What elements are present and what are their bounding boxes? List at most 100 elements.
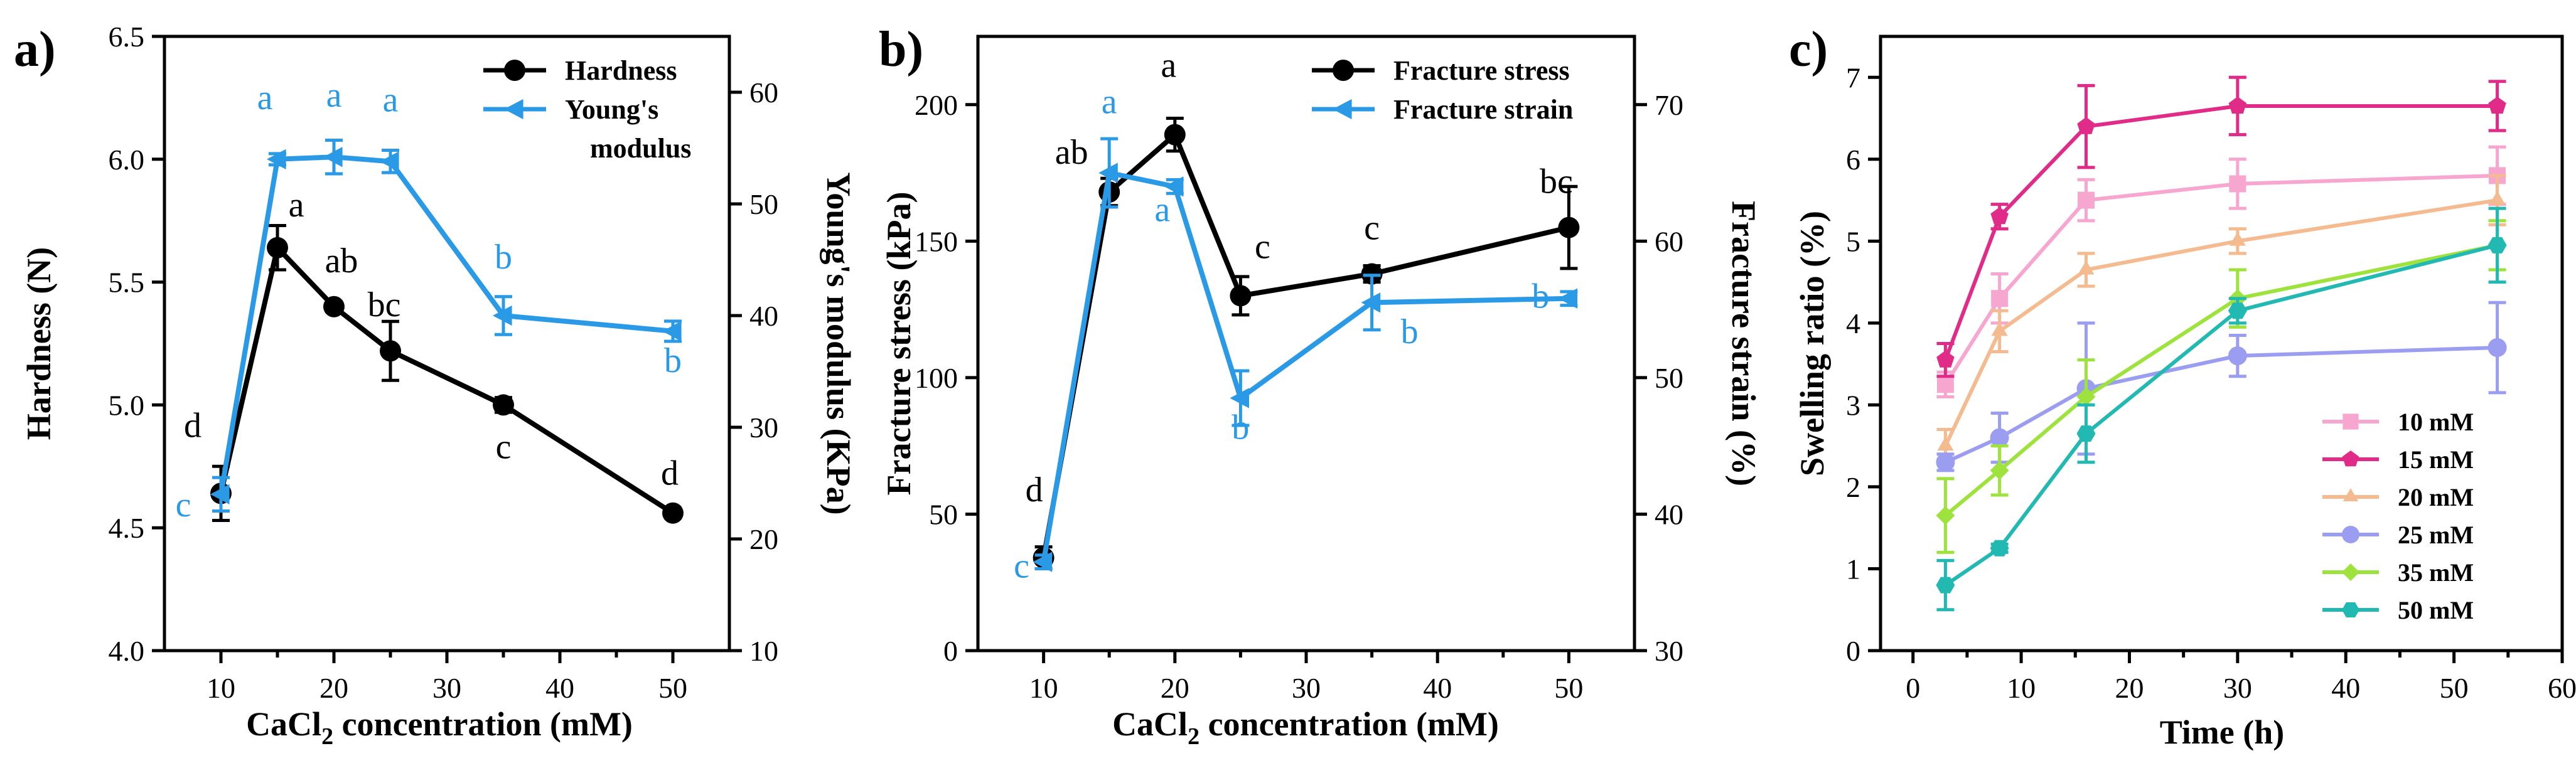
- significance-letter: d: [184, 406, 201, 445]
- significance-letter: a: [326, 76, 342, 115]
- y-tick-label: 2: [1846, 471, 1860, 503]
- significance-letter: b: [1532, 277, 1549, 316]
- x-tick-label: 20: [1161, 672, 1189, 704]
- y-tick-label: 6.0: [109, 144, 145, 176]
- y2-tick-label: 50: [1655, 362, 1683, 394]
- data-point: [380, 151, 399, 172]
- legend-label: 25 mM: [2398, 521, 2474, 549]
- data-point: [2228, 97, 2247, 114]
- significance-letter: c: [1255, 227, 1270, 266]
- data-point: [2228, 346, 2247, 366]
- y-tick-label: 6: [1846, 144, 1860, 176]
- y2-tick-label: 40: [749, 300, 778, 332]
- legend-label: Fracture stress: [1393, 55, 1570, 86]
- y-tick-label: 0: [943, 635, 958, 667]
- legend-marker: [2342, 526, 2359, 543]
- series-line: [1041, 169, 1569, 563]
- significance-letter: d: [1026, 471, 1043, 509]
- data-point: [662, 321, 682, 342]
- y2-tick-label: 20: [749, 523, 778, 555]
- panel-label: b): [879, 22, 923, 77]
- x-tick-label: 40: [545, 672, 574, 704]
- significance-letter: a: [1154, 190, 1170, 229]
- data-point: [1164, 176, 1184, 197]
- data-point: [1558, 288, 1577, 309]
- data-point: [2487, 338, 2507, 358]
- y-tick-label: 1: [1846, 553, 1860, 585]
- significance-letter: bc: [368, 285, 401, 324]
- legend-label: 20 mM: [2398, 483, 2474, 511]
- y-tick-label: 7: [1846, 61, 1860, 93]
- data-point: [2076, 387, 2096, 407]
- data-point: [2488, 97, 2506, 114]
- y2-tick-label: 30: [749, 412, 778, 444]
- y2-tick-label: 60: [1655, 225, 1683, 257]
- data-point: [2228, 302, 2247, 319]
- x-tick-label: 40: [2331, 672, 2360, 704]
- data-point: [662, 502, 684, 524]
- data-point: [1033, 552, 1053, 572]
- data-point: [2078, 260, 2095, 275]
- series-line: [1944, 243, 2498, 517]
- data-point: [1991, 321, 2008, 336]
- legend-marker: [2342, 602, 2359, 618]
- y-tick-label: 150: [915, 225, 958, 257]
- y-tick-label: 4.0: [109, 635, 145, 667]
- data-point: [323, 147, 343, 168]
- chart-panel-1: a) 10 20 30 40 50 4.0 4.5 5.0 5.5 6.0 6.5 10 20 30 40 50…: [14, 21, 857, 750]
- significance-letter: ab: [325, 242, 358, 280]
- y-tick-label: 200: [915, 89, 958, 121]
- legend-marker: [1333, 60, 1354, 81]
- data-point: [2229, 175, 2246, 193]
- data-point: [493, 394, 514, 416]
- series-50-mm: [1936, 206, 2507, 612]
- series-line: [1943, 173, 2498, 386]
- data-point: [1936, 376, 1954, 393]
- y2-tick-label: 30: [1655, 635, 1683, 667]
- x-tick-label: 30: [432, 672, 461, 704]
- legend: Hardness Young's modulus: [483, 55, 691, 164]
- series-line: [218, 154, 674, 495]
- legend-label: Young's: [565, 94, 658, 125]
- y-axis-label: Swelling ratio (%): [1793, 211, 1831, 476]
- x-axis-label: CaCl2 concentration (mM): [1112, 705, 1499, 750]
- x-tick-label: 10: [1029, 672, 1058, 704]
- chart-panel-2: b) 10 20 30 40 50 0 50 100 150 200 30 40 50 60 70 CaCl2 …: [879, 22, 1763, 750]
- significance-letter: a: [1161, 46, 1176, 85]
- series-line: [1041, 130, 1570, 558]
- panel-label: a): [14, 22, 56, 77]
- data-point: [2487, 237, 2507, 253]
- data-point: [323, 296, 345, 317]
- legend-marker: [2342, 450, 2359, 467]
- x-tick-label: 60: [2548, 672, 2576, 704]
- legend-marker: [2342, 563, 2359, 581]
- series-line: [218, 242, 675, 516]
- x-axis-label-subscript: 2: [321, 723, 333, 750]
- data-point: [1936, 452, 1955, 472]
- x-tick-label: 20: [319, 672, 348, 704]
- data-point: [2489, 191, 2506, 205]
- significance-letter: d: [661, 454, 679, 493]
- x-axis-label-subscript: 2: [1188, 723, 1199, 750]
- x-axis-label-part: concentration (mM): [333, 705, 633, 743]
- x-tick-label: 10: [207, 672, 235, 704]
- panel-label: c): [1789, 22, 1828, 77]
- data-point: [1230, 388, 1249, 408]
- series-20-mm: [1936, 174, 2506, 464]
- y-tick-label: 4: [1846, 307, 1860, 339]
- data-point: [210, 484, 230, 504]
- x-tick-label: 10: [2007, 672, 2036, 704]
- significance-letter: b: [495, 238, 512, 277]
- significance-letter: a: [289, 186, 304, 225]
- x-tick-label: 50: [1554, 672, 1583, 704]
- data-point: [1990, 461, 2009, 480]
- series-young-s-modulus: ca a abb: [176, 76, 682, 525]
- legend-label: Fracture strain: [1393, 94, 1573, 125]
- x-tick-label: 30: [1292, 672, 1321, 704]
- x-axis-label-part: CaCl: [1112, 705, 1188, 743]
- data-point: [1936, 577, 1955, 594]
- data-point: [1936, 350, 1955, 368]
- legend: Fracture stress Fracture strain: [1312, 55, 1573, 125]
- y2-axis-label: Young's modulus (KPa): [820, 172, 857, 514]
